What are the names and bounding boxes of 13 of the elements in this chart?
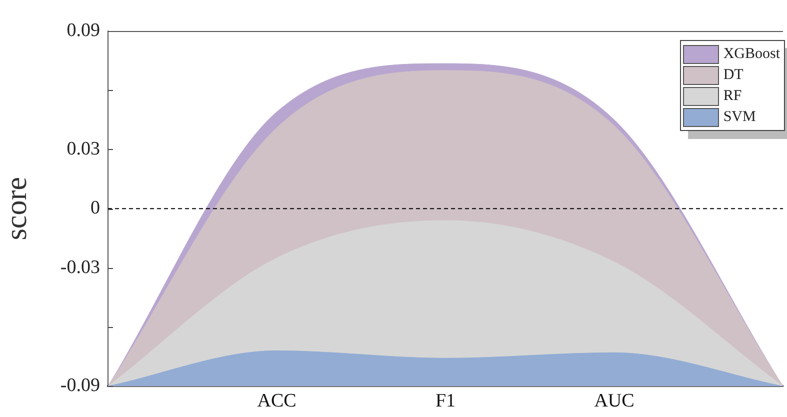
y-tick-label: 0.03 bbox=[66, 138, 100, 160]
y-tick-label: 0 bbox=[90, 198, 100, 219]
y-axis-title: score bbox=[0, 176, 33, 240]
legend-label: SVM bbox=[723, 108, 756, 126]
y-tick-label: 0.09 bbox=[66, 20, 100, 41]
x-tick-label: ACC bbox=[257, 390, 296, 412]
x-tick-label: F1 bbox=[435, 390, 456, 412]
x-tick-label: AUC bbox=[594, 390, 634, 412]
legend-label: XGBoost bbox=[723, 46, 780, 62]
legend-label: DT bbox=[723, 66, 744, 84]
y-tick-label: -0.03 bbox=[60, 256, 100, 278]
legend-label: RF bbox=[723, 88, 742, 104]
y-tick-label: -0.09 bbox=[60, 375, 100, 396]
